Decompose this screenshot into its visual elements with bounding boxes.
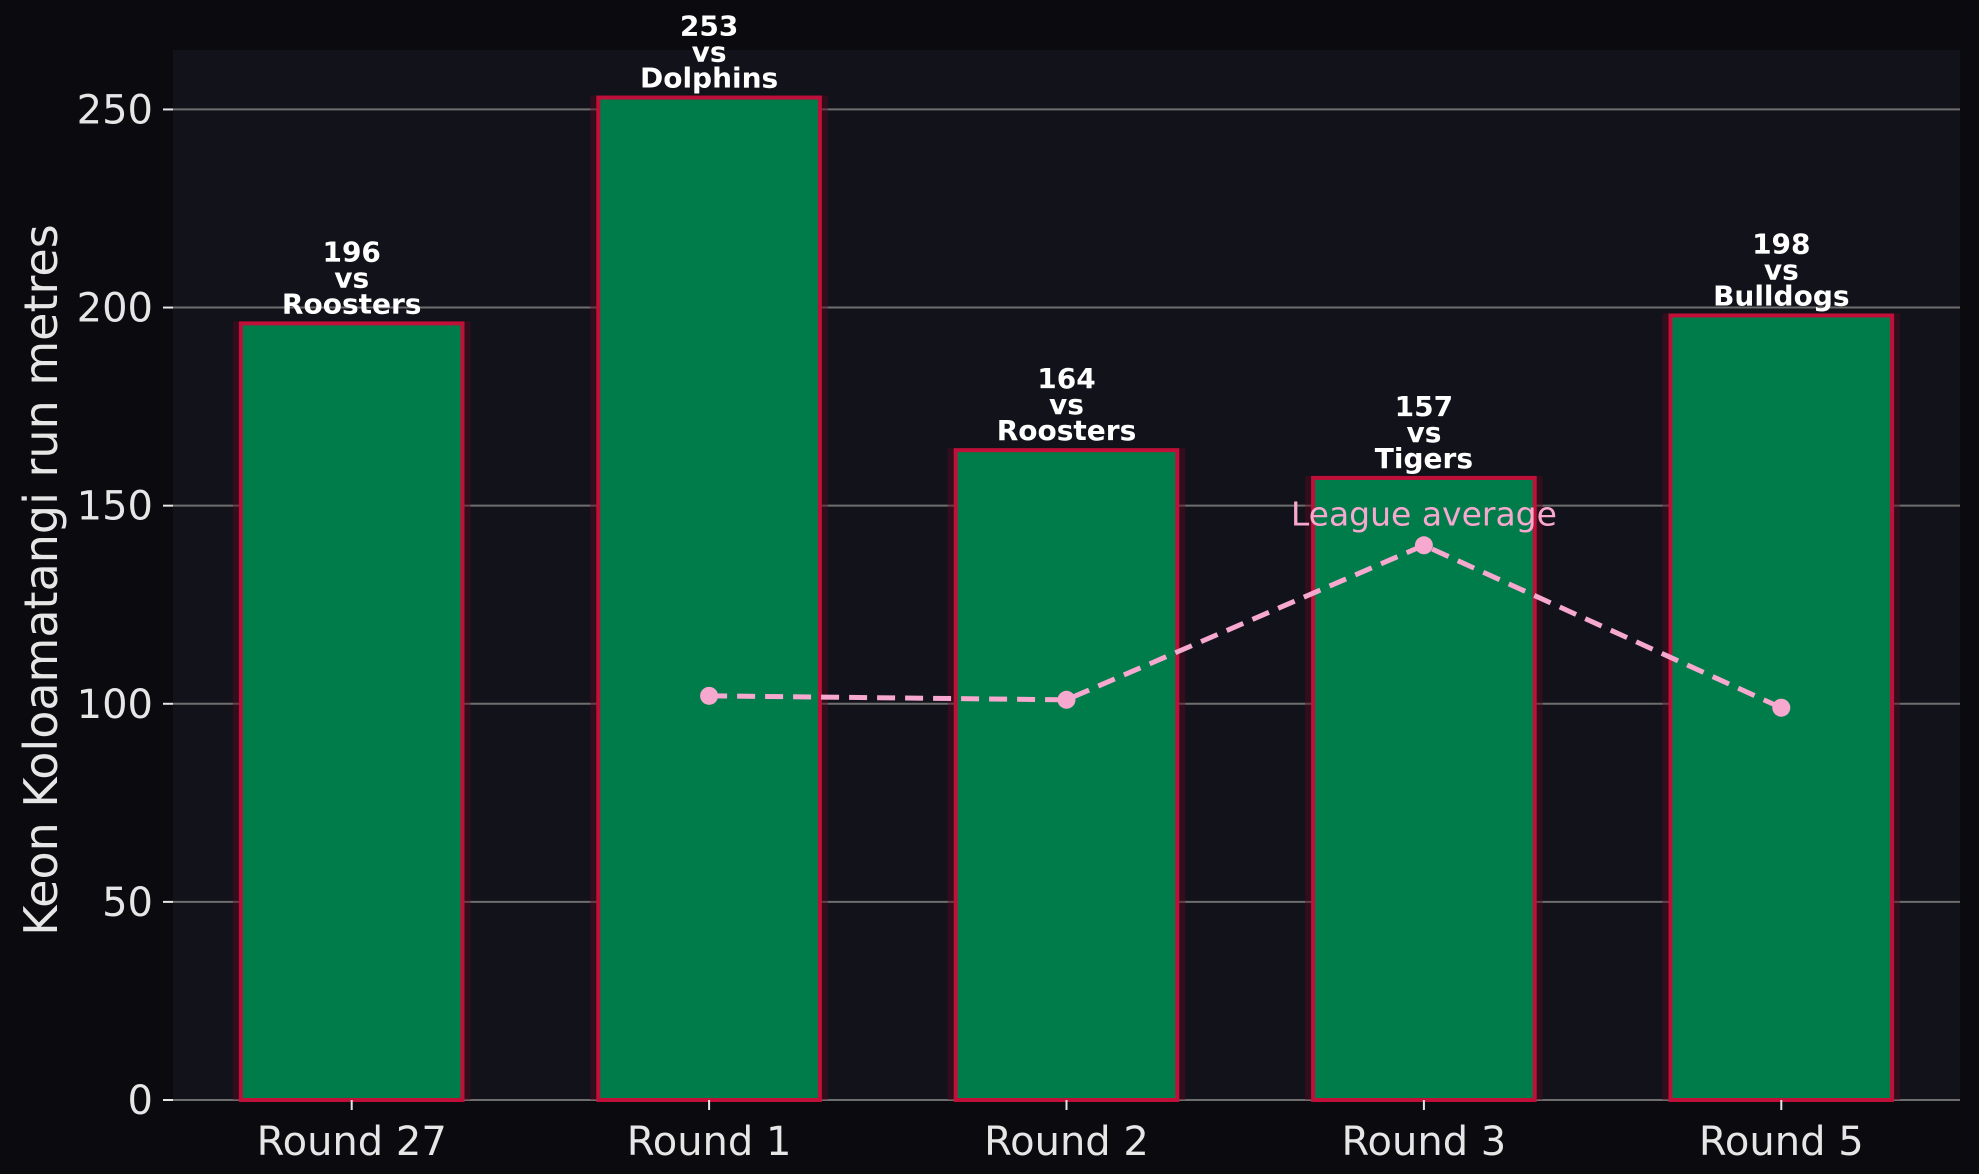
bar-data-label: 196 bbox=[322, 235, 380, 268]
league-average-label: League average bbox=[1291, 494, 1557, 533]
bar-data-label: 198 bbox=[1752, 227, 1810, 260]
league-average-point bbox=[700, 686, 719, 705]
y-tick-label: 100 bbox=[77, 682, 153, 728]
x-tick-label: Round 5 bbox=[1699, 1119, 1864, 1165]
x-tick-label: Round 27 bbox=[257, 1119, 447, 1165]
bar-data-label: vs bbox=[1049, 388, 1084, 421]
league-average-point bbox=[1057, 690, 1076, 709]
bar-round-2 bbox=[953, 448, 1180, 1103]
y-axis-title: Keon Koloamatangi run metres bbox=[14, 224, 68, 935]
bar-data-label: 164 bbox=[1037, 362, 1095, 395]
x-tick-label: Round 2 bbox=[984, 1119, 1149, 1165]
x-tick-label: Round 1 bbox=[627, 1119, 792, 1165]
bar-data-label: vs bbox=[1764, 253, 1799, 286]
bar-data-label: Bulldogs bbox=[1713, 279, 1849, 312]
bar-round-1 bbox=[596, 95, 822, 1102]
bar-round-3 bbox=[1311, 475, 1537, 1103]
bar-data-label: Roosters bbox=[997, 414, 1137, 447]
bar-round-27 bbox=[238, 321, 465, 1102]
x-tick-label: Round 3 bbox=[1342, 1119, 1507, 1165]
y-tick-label: 50 bbox=[102, 880, 153, 926]
x-axis-ticks: Round 27 Round 1 Round 2 Round 3 Round 5 bbox=[257, 1100, 1864, 1165]
league-average-line bbox=[700, 536, 1791, 717]
league-average-path bbox=[709, 542, 1783, 711]
bar-data-label: Roosters bbox=[282, 287, 422, 320]
league-average-point bbox=[1414, 536, 1433, 555]
league-average-point bbox=[1772, 698, 1791, 717]
y-tick-label: 150 bbox=[77, 484, 153, 530]
y-tick-label: 0 bbox=[128, 1078, 153, 1124]
bar-data-label: vs bbox=[692, 36, 727, 69]
bar-data-label: vs bbox=[334, 261, 369, 294]
bar-data-label: 157 bbox=[1395, 390, 1453, 423]
y-axis-ticks: 0 50 100 150 200 250 bbox=[77, 87, 173, 1124]
bar-data-label: 253 bbox=[680, 10, 738, 43]
bar-data-label: Tigers bbox=[1375, 442, 1473, 475]
bar-data-label: Dolphins bbox=[640, 62, 778, 95]
bars bbox=[232, 95, 1901, 1103]
y-tick-label: 250 bbox=[77, 87, 153, 133]
bar-labels: 196vsRoosters253vsDolphins164vsRoosters1… bbox=[282, 10, 1850, 475]
y-tick-label: 200 bbox=[77, 286, 153, 332]
bar-data-label: vs bbox=[1406, 416, 1441, 449]
